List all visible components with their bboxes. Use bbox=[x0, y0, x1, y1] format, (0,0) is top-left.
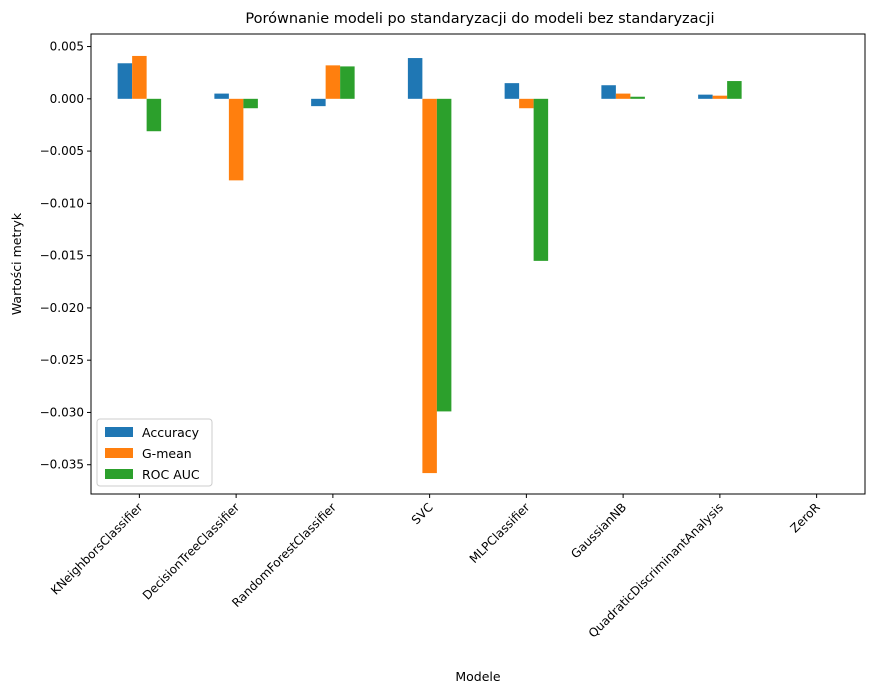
bar-roc-auc-2 bbox=[340, 66, 355, 99]
x-tick-label: GaussianNB bbox=[568, 500, 629, 561]
bar-g-mean-2 bbox=[325, 65, 341, 99]
y-tick-label: −0.015 bbox=[40, 249, 84, 263]
bar-roc-auc-4 bbox=[533, 98, 549, 261]
x-tick-label: DecisionTreeClassifier bbox=[140, 500, 242, 602]
chart-title: Porównanie modeli po standaryzacji do mo… bbox=[245, 11, 714, 27]
y-axis: 0.005 0.000 −0.005 −0.010 −0.015 −0.020 −0.025… bbox=[40, 40, 91, 472]
bar-roc-auc-5 bbox=[630, 96, 645, 99]
x-axis: KNeighborsClassifierDecisionTreeClassifi… bbox=[48, 494, 823, 640]
plot-frame bbox=[90, 33, 866, 495]
bar-g-mean-1 bbox=[228, 98, 244, 181]
legend-label: ROC AUC bbox=[142, 467, 200, 482]
bar-roc-auc-3 bbox=[436, 98, 452, 412]
x-axis-title: Modele bbox=[455, 669, 501, 684]
x-tick-label: RandomForestClassifier bbox=[229, 500, 339, 610]
bar-accuracy-5 bbox=[601, 85, 616, 99]
bar-g-mean-4 bbox=[519, 98, 534, 109]
legend-swatch bbox=[105, 448, 133, 458]
bar-roc-auc-0 bbox=[146, 98, 162, 132]
legend-swatch bbox=[105, 427, 133, 437]
bar-g-mean-5 bbox=[615, 93, 631, 99]
y-tick-label: −0.020 bbox=[40, 301, 84, 315]
y-tick-label: 0.000 bbox=[50, 92, 84, 106]
legend-label: G-mean bbox=[142, 446, 192, 461]
bar-accuracy-6 bbox=[698, 94, 713, 99]
bar-accuracy-0 bbox=[117, 63, 133, 99]
bar-g-mean-3 bbox=[422, 98, 437, 474]
y-axis-title: Wartości metryk bbox=[9, 212, 24, 315]
bar-g-mean-0 bbox=[132, 55, 147, 99]
bars-layer bbox=[117, 55, 742, 474]
bar-roc-auc-1 bbox=[243, 98, 258, 109]
y-tick-label: −0.025 bbox=[40, 353, 84, 367]
x-tick-label: SVC bbox=[409, 500, 436, 527]
bar-accuracy-3 bbox=[407, 58, 423, 99]
x-tick-label: KNeighborsClassifier bbox=[48, 500, 145, 597]
y-tick-label: −0.035 bbox=[40, 458, 84, 472]
bar-roc-auc-6 bbox=[727, 81, 742, 99]
y-tick-label: −0.005 bbox=[40, 144, 84, 158]
y-tick-label: −0.010 bbox=[40, 196, 84, 210]
y-tick-label: 0.005 bbox=[50, 40, 84, 54]
x-tick-label: ZeroR bbox=[787, 500, 822, 535]
legend-label: Accuracy bbox=[142, 425, 200, 440]
legend: Accuracy G-mean ROC AUC bbox=[96, 418, 213, 487]
y-tick-label: −0.030 bbox=[40, 405, 84, 419]
bar-accuracy-4 bbox=[504, 83, 520, 99]
legend-swatch bbox=[105, 469, 133, 479]
x-tick-label: MLPClassifier bbox=[467, 500, 533, 566]
bar-accuracy-2 bbox=[311, 98, 326, 107]
bar-g-mean-6 bbox=[712, 95, 728, 99]
bar-accuracy-1 bbox=[214, 93, 229, 99]
